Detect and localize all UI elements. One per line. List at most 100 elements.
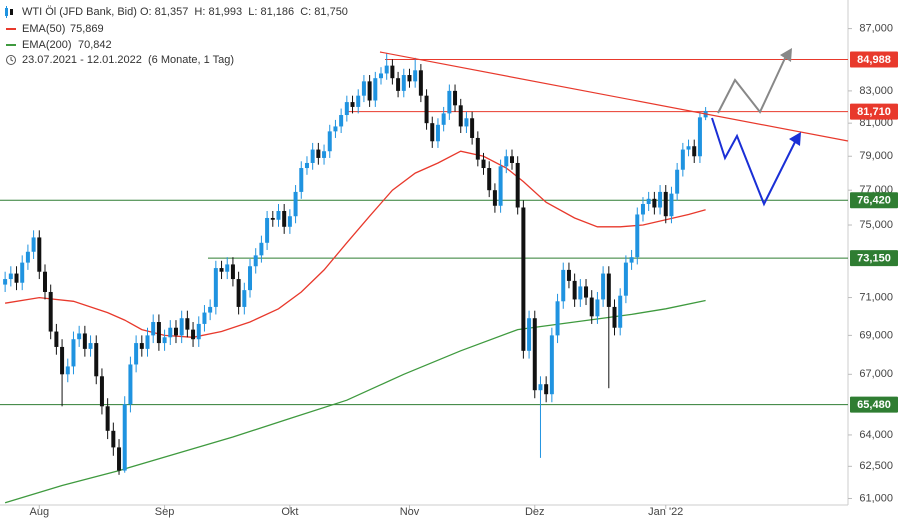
candle-body (447, 90, 452, 114)
candle-body (612, 306, 617, 328)
candle-body (407, 75, 412, 82)
legend-icon (10, 9, 13, 15)
candle-body (242, 290, 247, 307)
ohlc-label: O: 81,357 H: 81,993 L: 81,186 C: 81,750 (140, 6, 348, 18)
x-tick-label: Sep (155, 506, 175, 518)
candle-body (430, 123, 435, 142)
candle-body (635, 214, 640, 258)
level-label: 65,480 (857, 399, 891, 411)
candle-body (384, 65, 389, 74)
candle-body (640, 204, 645, 215)
candle-body (475, 137, 480, 160)
candle-body (515, 162, 520, 208)
candle-body (606, 273, 611, 307)
candle-body (265, 217, 270, 243)
candle-body (191, 329, 196, 340)
candle-body (299, 168, 304, 192)
candle-body (686, 146, 691, 150)
candle-body (356, 95, 361, 107)
candle-body (230, 264, 235, 280)
candle-body (361, 81, 366, 96)
candle-body (509, 156, 514, 163)
y-tick-label: 69,000 (859, 329, 893, 341)
candle-body (14, 273, 19, 283)
arrow-head (789, 132, 801, 146)
candle-body (663, 191, 668, 217)
candle-body (504, 156, 509, 167)
candle-body (424, 95, 429, 124)
candle-body (572, 280, 577, 300)
y-tick-label: 81,000 (859, 117, 893, 129)
candle-body (20, 262, 25, 283)
period: 23.07.2021 - 12.01.2022 (22, 54, 142, 66)
candle-body (584, 286, 589, 298)
candle-body (595, 299, 600, 317)
projection-down (711, 117, 797, 207)
candle-body (555, 301, 560, 336)
candle-body (151, 322, 156, 336)
candle-body (185, 318, 190, 330)
candle-body (669, 193, 674, 217)
candle-body (464, 118, 469, 127)
y-tick-label: 79,000 (859, 150, 893, 162)
level-box (850, 396, 898, 413)
candle-body (470, 118, 475, 138)
trend-line (379, 51, 849, 142)
legend-label: EMA(200) (22, 39, 72, 51)
candle-body (128, 364, 133, 405)
candle-body (441, 113, 446, 125)
candle-body (48, 291, 53, 332)
legend: WTI Öl (JFD Bank, Bid) O: 81,357 H: 81,9… (5, 6, 348, 66)
candle-body (458, 105, 463, 127)
ema-line (4, 150, 706, 338)
level-box (850, 103, 898, 120)
candle-body (111, 430, 116, 448)
candle-body (3, 279, 8, 285)
candle-body (259, 242, 264, 256)
candle-body (225, 264, 230, 272)
legend-value: 70,842 (78, 39, 112, 51)
candle-body (675, 169, 680, 194)
candle-body (538, 384, 543, 391)
candle-body (236, 279, 241, 307)
candle-body (88, 343, 93, 349)
candle-body (390, 65, 395, 79)
candle-body (578, 286, 583, 300)
candle-body (521, 207, 526, 351)
candle-body (82, 333, 87, 349)
candle-body (418, 70, 423, 96)
candle-body (42, 271, 47, 292)
candle-body (350, 102, 355, 107)
candle-body (8, 273, 13, 280)
candle-body (105, 406, 110, 431)
candle-body (304, 162, 309, 169)
candle-body (139, 343, 144, 349)
candle-body (498, 166, 503, 206)
candle-body (54, 331, 59, 347)
candle-body (276, 210, 281, 220)
level-label: 76,420 (857, 195, 891, 207)
candle-body (122, 404, 127, 471)
candle-body (208, 306, 213, 313)
candle-body (618, 295, 623, 328)
candle-body (310, 149, 315, 163)
candle-body (293, 191, 298, 217)
candle-body (333, 126, 338, 132)
candle-body (25, 251, 30, 263)
candle-body (396, 78, 401, 91)
candle-body (435, 124, 440, 142)
plot-area (0, 0, 852, 509)
candle-body (60, 346, 65, 375)
legend-label: EMA(50) (22, 23, 65, 35)
candle-body (367, 81, 372, 101)
candle-body (658, 191, 663, 208)
clock-icon (10, 57, 14, 62)
candle-body (219, 268, 224, 272)
level-box (850, 51, 898, 68)
candle-body (179, 318, 184, 336)
y-tick-label: 87,000 (859, 22, 893, 34)
candle-body (213, 268, 218, 307)
y-tick-label: 75,000 (859, 219, 893, 231)
